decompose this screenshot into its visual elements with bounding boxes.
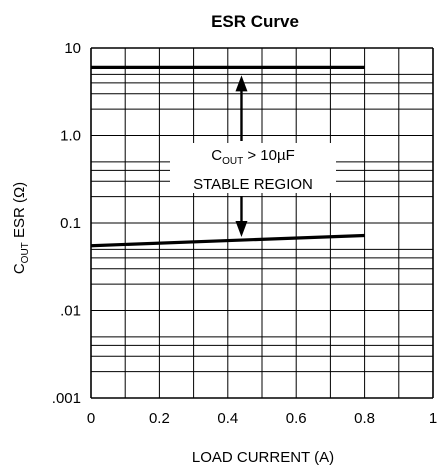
annotation: COUT > 10µF STABLE REGION — [170, 75, 336, 237]
x-tick-label: 0.4 — [217, 410, 238, 427]
y-tick-label: 10 — [64, 40, 81, 57]
annotation-box — [170, 143, 336, 193]
series-line-2 — [90, 233, 365, 248]
y-axis-label: COUT ESR (Ω) — [11, 182, 31, 274]
series — [90, 65, 365, 248]
annotation-text-cout: COUT > 10µF — [211, 147, 295, 167]
y-tick-label: 1.0 — [60, 128, 81, 145]
x-tick-label: 0 — [87, 410, 95, 427]
x-tick-label: 1 — [429, 410, 437, 427]
x-axis-label: LOAD CURRENT (A) — [192, 449, 334, 466]
grid — [90, 47, 434, 399]
arrow-up-head — [235, 75, 248, 92]
y-tick-label: .001 — [52, 390, 81, 407]
x-tick-label: 0.2 — [149, 410, 170, 427]
y-tick-label: .01 — [60, 303, 81, 320]
x-tick-label: 0.8 — [354, 410, 375, 427]
tick-labels: 0 0.2 0.4 0.6 0.8 1 .001 .01 0.1 1.0 10 — [52, 40, 437, 427]
chart-title: ESR Curve — [211, 12, 299, 31]
x-tick-label: 0.6 — [286, 410, 307, 427]
annotation-text-stable-region: STABLE REGION — [193, 176, 313, 193]
y-tick-label: 0.1 — [60, 215, 81, 232]
arrow-down-head — [235, 220, 248, 237]
